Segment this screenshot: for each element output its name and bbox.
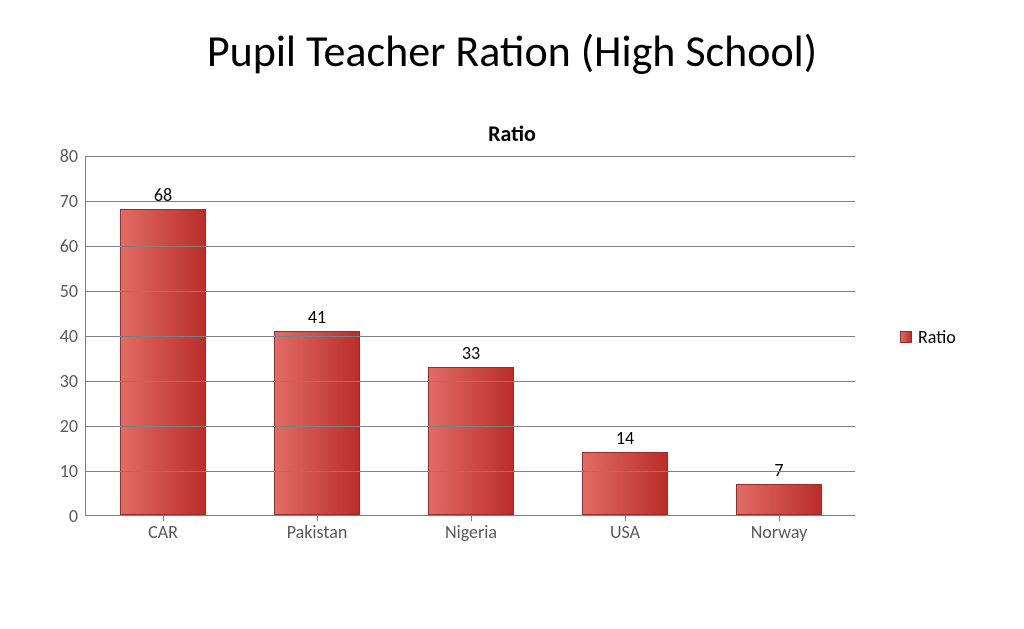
- y-axis-tick-label: 10: [60, 460, 78, 482]
- y-axis-tick-label: 80: [60, 145, 78, 167]
- y-axis-tick-label: 60: [60, 235, 78, 257]
- y-axis-tick-label: 30: [60, 370, 78, 392]
- gridline: [86, 201, 855, 202]
- bar: 7: [736, 484, 822, 516]
- gridline: [86, 291, 855, 292]
- bar: 14: [582, 452, 668, 515]
- bar: 33: [428, 367, 514, 516]
- x-axis-tick-mark: [317, 515, 318, 521]
- gridline: [86, 336, 855, 337]
- gridline: [86, 246, 855, 247]
- bar-value-label: 68: [121, 184, 205, 210]
- x-axis-tick-mark: [471, 515, 472, 521]
- x-axis-tick-mark: [625, 515, 626, 521]
- y-axis-tick-label: 40: [60, 325, 78, 347]
- y-axis-tick-label: 50: [60, 280, 78, 302]
- chart-title: Ratio: [0, 120, 1024, 147]
- slide-title: Pupil Teacher Ration (High School): [0, 24, 1024, 78]
- gridline: [86, 426, 855, 427]
- gridline: [86, 381, 855, 382]
- chart-plot-area: 68CAR41Pakistan33Nigeria14USA7Norway 010…: [85, 156, 855, 516]
- bar-value-label: 33: [429, 342, 513, 368]
- chart-legend: Ratio: [900, 326, 956, 348]
- legend-swatch-icon: [900, 331, 912, 343]
- bar: 68: [120, 209, 206, 515]
- legend-label: Ratio: [918, 326, 956, 348]
- x-axis-tick-mark: [163, 515, 164, 521]
- x-axis-tick-mark: [779, 515, 780, 521]
- gridline: [86, 156, 855, 157]
- bar-value-label: 14: [583, 427, 667, 453]
- gridline: [86, 471, 855, 472]
- y-axis-tick-label: 20: [60, 415, 78, 437]
- y-axis-tick-label: 0: [69, 505, 78, 527]
- bar: 41: [274, 331, 360, 516]
- bar-value-label: 41: [275, 306, 359, 332]
- y-axis-tick-label: 70: [60, 190, 78, 212]
- slide: Pupil Teacher Ration (High School) Ratio…: [0, 0, 1024, 629]
